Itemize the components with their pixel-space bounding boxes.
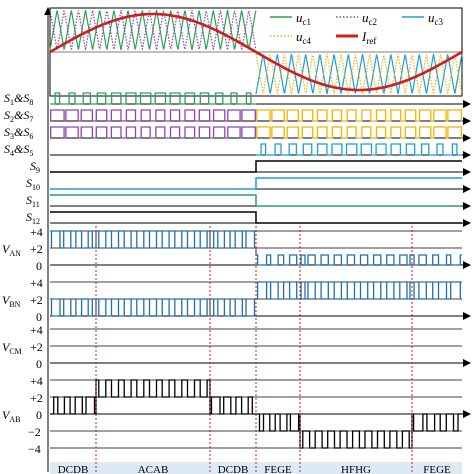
legend-item-uc3: uc3 xyxy=(402,10,443,27)
legend-uc3-sub: c3 xyxy=(435,17,444,27)
tick-vbn-zero: 0 xyxy=(36,310,42,324)
mode-cell-2 xyxy=(210,462,256,474)
label-s10: S10 xyxy=(26,176,40,192)
label-van: VAN xyxy=(2,242,21,258)
waveform-vbn xyxy=(50,281,462,317)
tick-vab-plus2: +2 xyxy=(30,391,43,405)
signal-s10 xyxy=(50,177,462,190)
legend-item-uc2: uc2 xyxy=(336,10,377,27)
carrier-uc1 xyxy=(49,9,257,51)
legend-uc1-sub: c1 xyxy=(303,17,312,27)
tick-van-zero: 0 xyxy=(36,259,42,273)
legend-uc2-sub: c2 xyxy=(369,17,378,27)
label-s12: S12 xyxy=(26,210,40,226)
mode-label-4: HFHG xyxy=(341,464,371,474)
mode-cell-3 xyxy=(256,462,300,474)
mode-label-3: FEGE xyxy=(264,464,292,474)
legend-item-iref: Iref xyxy=(336,29,376,46)
legend-item-uc1: uc1 xyxy=(270,10,311,27)
carrier-panel xyxy=(49,7,463,97)
legend-iref-sub: ref xyxy=(366,36,376,46)
signal-s12 xyxy=(50,211,462,224)
mode-label-0: DCDB xyxy=(58,464,89,474)
mode-label-1: ACAB xyxy=(138,464,169,474)
label-s4s5: S4&S5 xyxy=(4,142,33,158)
label-s2s7: S2&S7 xyxy=(4,108,33,124)
tick-vab-plus4: +4 xyxy=(30,374,43,388)
label-s1s8: S1&S8 xyxy=(4,91,33,107)
tick-vab-minus2: −2 xyxy=(28,425,41,439)
legend-uc4-sub: c4 xyxy=(303,36,312,46)
mode-label-5: FEGE xyxy=(423,464,451,474)
switch-labels: S1&S8 S2&S7 S3&S6 S4&S5 S9 S10 S11 S12 xyxy=(4,91,40,226)
gate-signals xyxy=(50,92,471,227)
tick-vbn-plus2: +2 xyxy=(30,293,43,307)
mode-cell-5 xyxy=(412,462,462,474)
carrier-uc3 xyxy=(255,53,463,95)
tick-vcm-plus4: +4 xyxy=(30,323,43,337)
legend-iref-base: I xyxy=(361,29,367,44)
mode-label-2: DCDB xyxy=(218,464,249,474)
tick-van-plus4: +4 xyxy=(30,225,43,239)
signal-s1s8 xyxy=(50,92,256,105)
legend-item-uc4: uc4 xyxy=(270,29,311,46)
signal-s3s6-yellow xyxy=(256,126,462,139)
signal-s2s7-purple xyxy=(50,109,256,122)
svg-text:uc1: uc1 xyxy=(296,10,311,27)
legend-uc4-base: u xyxy=(296,29,303,44)
reference-current-iref xyxy=(49,12,463,92)
signal-s9 xyxy=(50,160,462,173)
mode-bar: DCDB ACAB DCDB FEGE HFHG FEGE xyxy=(50,226,462,474)
label-s11: S11 xyxy=(26,193,40,209)
legend: uc1 uc2 uc3 uc4 Iref xyxy=(270,10,443,46)
mode-cell-0 xyxy=(50,462,96,474)
svg-text:uc4: uc4 xyxy=(296,29,311,46)
legend-uc2-base: u xyxy=(362,10,369,25)
svg-text:Iref: Iref xyxy=(361,29,376,46)
label-vbn: VBN xyxy=(2,293,21,309)
waveform-van xyxy=(50,230,462,266)
label-s9: S9 xyxy=(30,159,40,175)
label-vab: VAB xyxy=(2,408,20,424)
signal-s2s7-yellow xyxy=(256,109,462,122)
signal-s11 xyxy=(50,194,462,207)
legend-uc1-base: u xyxy=(296,10,303,25)
mode-cell-4 xyxy=(300,462,412,474)
carrier-uc4 xyxy=(255,53,463,95)
tick-vab-zero: 0 xyxy=(36,408,42,422)
tick-vbn-plus4: +4 xyxy=(30,276,43,290)
mode-cell-1 xyxy=(96,462,210,474)
voltage-waveforms xyxy=(50,230,471,449)
tick-vcm-plus2: +2 xyxy=(30,340,43,354)
signal-s4s5 xyxy=(256,143,462,156)
svg-text:uc2: uc2 xyxy=(362,10,377,27)
svg-text:uc3: uc3 xyxy=(428,10,443,27)
legend-uc3-base: u xyxy=(428,10,435,25)
signal-s3s6-purple xyxy=(50,126,256,139)
carrier-uc2 xyxy=(49,9,257,51)
tick-van-plus2: +2 xyxy=(30,242,43,256)
tick-vab-minus4: −4 xyxy=(28,442,41,456)
label-s3s6: S3&S6 xyxy=(4,125,33,141)
tick-vcm-zero: 0 xyxy=(36,357,42,371)
label-vcm: VCM xyxy=(2,340,22,356)
voltage-labels: +4 VAN +2 0 +4 VBN +2 0 +4 VCM +2 0 +4 +… xyxy=(2,225,43,456)
